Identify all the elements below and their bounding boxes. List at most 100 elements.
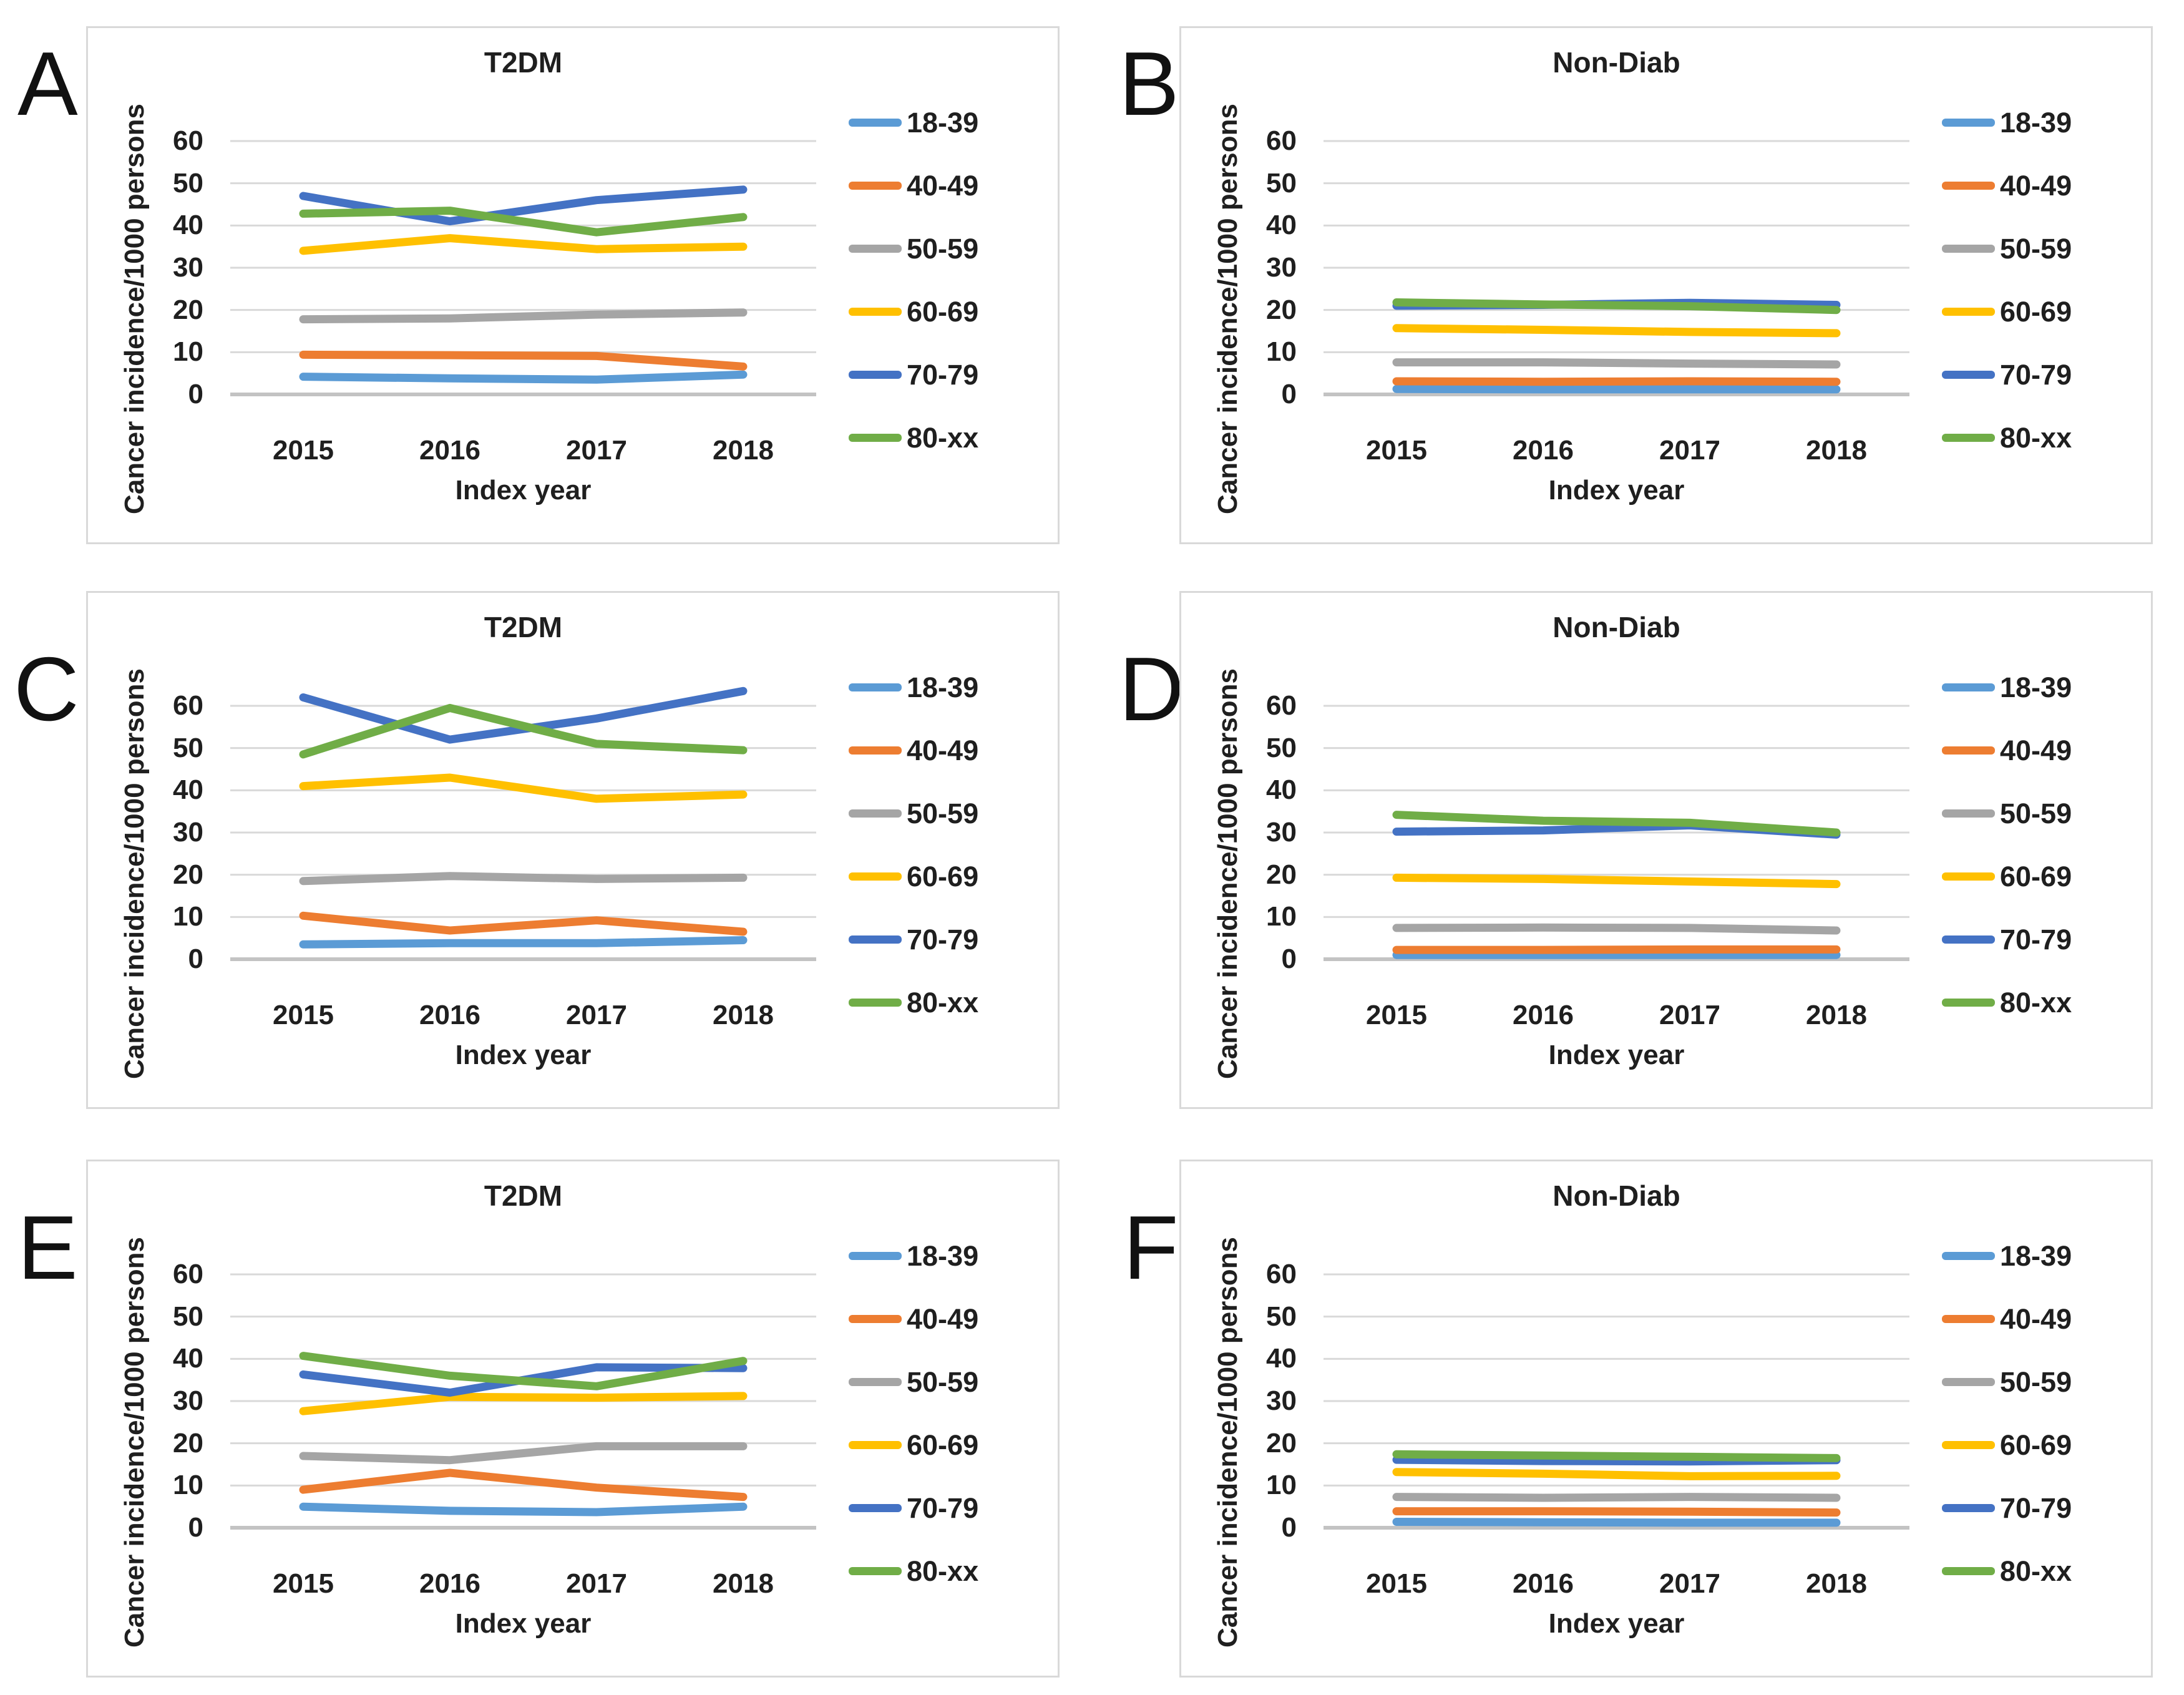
legend-label: 60-69 [907,860,979,892]
legend-line-swatch [849,1503,902,1512]
legend-line-swatch [849,433,902,442]
x-tick-label: 2017 [566,1000,627,1030]
legend-line-swatch [1942,683,1995,691]
legend-item-40-49: 40-49 [1942,168,2072,203]
series-line-50-59 [299,308,748,324]
y-tick-label: 50 [1266,167,1297,198]
legend-item-80-xx: 80-xx [1942,420,2072,455]
series-line-80-xx [299,703,748,759]
legend-item-80-xx: 80-xx [849,1553,978,1588]
legend-label: 18-39 [2000,1239,2072,1272]
legend-label: 50-59 [2000,232,2072,265]
y-tick-label: 60 [1266,690,1297,721]
legend-line-swatch [1942,998,1995,1007]
y-tick-label: 30 [1266,252,1297,283]
x-tick-label: 2018 [1806,1000,1867,1030]
x-tick-label: 2016 [419,435,480,466]
x-tick-label: 2016 [1513,1000,1574,1030]
legend-line-swatch [849,307,902,316]
x-tick-label: 2018 [713,1000,774,1030]
y-tick-label: 20 [1266,294,1297,325]
series-line-40-49 [1392,945,1841,954]
legend-label: 70-79 [907,358,979,391]
series-line-60-69 [1392,873,1841,889]
plot-area [230,1273,816,1530]
y-tick-label: 30 [173,817,203,848]
legend-item-60-69: 60-69 [1942,294,2072,329]
legend-line-swatch [1942,244,1995,253]
x-tick-label: 2018 [1806,1568,1867,1599]
series-line-80-xx [1392,811,1841,837]
legend-label: 70-79 [2000,923,2072,955]
legend-label: 40-49 [907,169,979,202]
plot-area [230,686,816,961]
chart-panel-e: T2DM Cancer incidence/1000 persons Index… [86,1160,1060,1678]
y-tick-label: 60 [1266,125,1297,156]
legend-item-80-xx: 80-xx [1942,1553,2072,1588]
series-line-60-69 [299,234,748,255]
legend-line-swatch [1942,746,1995,755]
y-tick-label: 0 [1281,944,1297,974]
legend-label: 80-xx [2000,986,2072,1018]
series-line-60-69 [299,773,748,803]
legend-label: 60-69 [907,1429,979,1461]
legend-line-swatch [849,1566,902,1575]
legend-line-swatch [1942,307,1995,316]
x-tick-label: 2018 [713,435,774,466]
legend-line-swatch [1942,1314,1995,1323]
legend-line-swatch [1942,1503,1995,1512]
legend-line-swatch [1942,935,1995,944]
legend-label: 60-69 [2000,1429,2072,1461]
x-tick-label: 2016 [1513,435,1574,466]
y-tick-label: 20 [173,859,203,890]
panel-label-a: A [17,33,78,134]
x-tick-label: 2015 [1366,435,1427,466]
legend-item-50-59: 50-59 [849,796,978,831]
legend-line-swatch [1942,1566,1995,1575]
legend-label: 40-49 [907,734,979,766]
legend-label: 40-49 [2000,169,2072,202]
legend-label: 50-59 [2000,797,2072,829]
legend-line-swatch [1942,809,1995,818]
series-line-50-59 [299,872,748,886]
series-line-70-79 [299,185,748,226]
legend-label: 50-59 [2000,1365,2072,1398]
legend-label: 70-79 [907,923,979,955]
legend-item-50-59: 50-59 [1942,796,2072,831]
y-tick-label: 40 [173,1343,203,1374]
chart-panel-d: Non-Diab Cancer incidence/1000 persons I… [1179,591,2153,1109]
legend-item-60-69: 60-69 [1942,859,2072,894]
y-tick-label: 40 [173,774,203,806]
y-tick-label: 20 [1266,1427,1297,1458]
x-tick-label: 2018 [1806,435,1867,466]
legend-line-swatch [849,1440,902,1449]
legend-item-70-79: 70-79 [849,922,978,957]
legend-item-70-79: 70-79 [1942,922,2072,957]
panel-label-e: E [17,1197,78,1298]
x-tick-label: 2017 [1659,1000,1720,1030]
legend-line-swatch [849,872,902,881]
legend-item-18-39: 18-39 [1942,670,2072,705]
legend-line-swatch [849,935,902,944]
y-tick-label: 30 [173,1385,203,1416]
legend-line-swatch [849,1314,902,1323]
legend-line-swatch [849,244,902,253]
series-line-80-xx [1392,298,1841,315]
y-tick-label: 60 [173,1259,203,1289]
x-tick-label: 2018 [713,1568,774,1599]
y-tick-label: 20 [1266,859,1297,890]
legend-line-swatch [1942,1251,1995,1260]
chart-panel-c: T2DM Cancer incidence/1000 persons Index… [86,591,1060,1109]
legend-line-swatch [849,809,902,818]
series-line-18-39 [1392,1518,1841,1527]
legend-line-swatch [1942,1377,1995,1386]
y-tick-label: 0 [188,379,203,409]
legend-item-18-39: 18-39 [849,670,978,705]
y-tick-label: 40 [1266,210,1297,241]
y-tick-label: 50 [1266,1301,1297,1332]
series-line-40-49 [299,1468,748,1502]
y-tick-label: 0 [188,944,203,974]
legend-item-60-69: 60-69 [1942,1427,2072,1462]
legend-item-40-49: 40-49 [1942,733,2072,768]
legend-item-70-79: 70-79 [1942,357,2072,392]
